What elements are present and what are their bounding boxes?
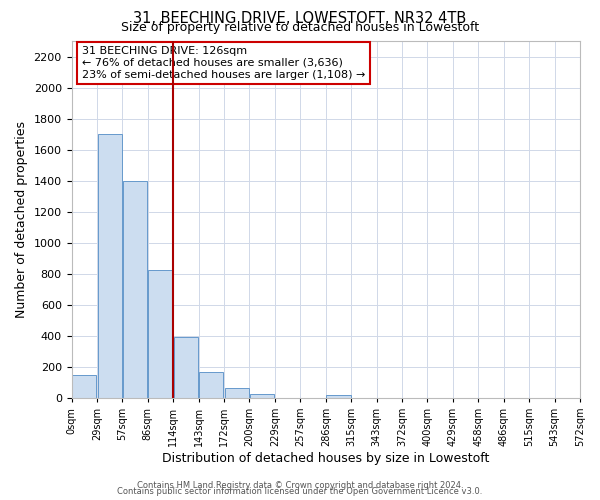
- Text: Contains public sector information licensed under the Open Government Licence v3: Contains public sector information licen…: [118, 488, 482, 496]
- Bar: [72, 374, 97, 398]
- Bar: [174, 338, 198, 398]
- Bar: [199, 372, 223, 398]
- Text: 31, BEECHING DRIVE, LOWESTOFT, NR32 4TB: 31, BEECHING DRIVE, LOWESTOFT, NR32 4TB: [133, 11, 467, 26]
- Text: Size of property relative to detached houses in Lowestoft: Size of property relative to detached ho…: [121, 22, 479, 35]
- Text: Contains HM Land Registry data © Crown copyright and database right 2024.: Contains HM Land Registry data © Crown c…: [137, 481, 463, 490]
- X-axis label: Distribution of detached houses by size in Lowestoft: Distribution of detached houses by size …: [162, 452, 490, 465]
- Bar: [148, 270, 173, 398]
- Bar: [98, 134, 122, 398]
- Bar: [326, 395, 350, 398]
- Text: 31 BEECHING DRIVE: 126sqm
← 76% of detached houses are smaller (3,636)
23% of se: 31 BEECHING DRIVE: 126sqm ← 76% of detac…: [82, 46, 365, 80]
- Y-axis label: Number of detached properties: Number of detached properties: [15, 121, 28, 318]
- Bar: [250, 394, 274, 398]
- Bar: [225, 388, 249, 398]
- Bar: [123, 180, 147, 398]
